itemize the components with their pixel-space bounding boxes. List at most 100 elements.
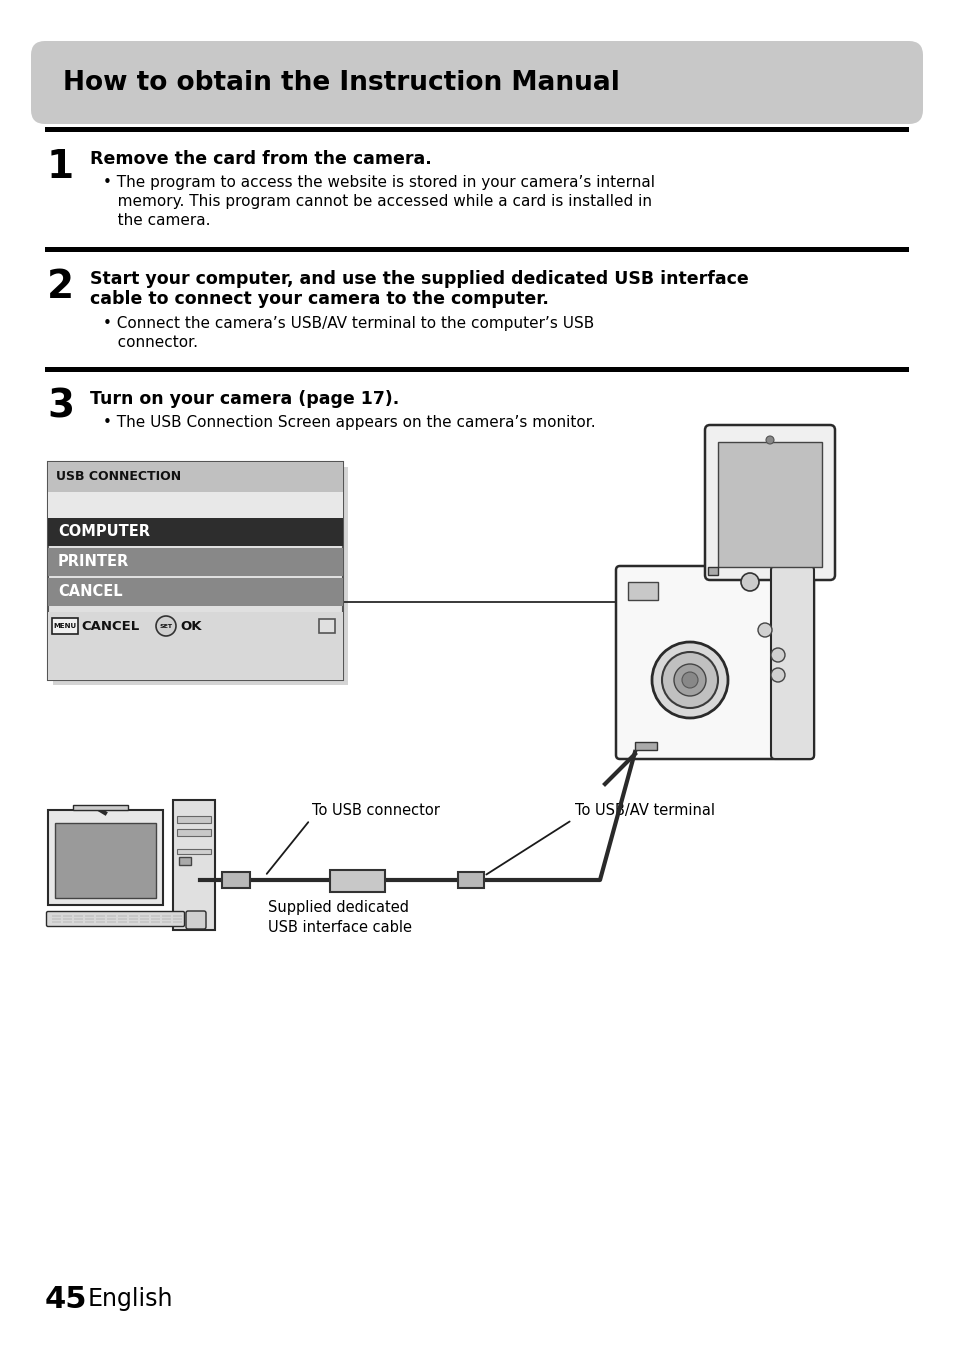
Bar xyxy=(140,915,149,917)
FancyBboxPatch shape xyxy=(704,425,834,580)
Circle shape xyxy=(765,436,773,444)
Bar xyxy=(107,915,116,917)
Bar xyxy=(129,921,138,923)
Bar xyxy=(172,919,182,920)
Text: CANCEL: CANCEL xyxy=(81,620,139,632)
Text: • The program to access the website is stored in your camera’s internal: • The program to access the website is s… xyxy=(103,175,655,190)
Bar xyxy=(140,921,149,923)
Bar xyxy=(151,915,160,917)
Bar xyxy=(118,919,127,920)
Bar xyxy=(172,915,182,917)
Bar xyxy=(635,742,657,751)
Bar xyxy=(177,849,211,854)
Bar xyxy=(48,461,343,681)
Bar xyxy=(48,492,343,518)
Circle shape xyxy=(770,668,784,682)
Bar xyxy=(52,921,61,923)
Text: To USB/AV terminal: To USB/AV terminal xyxy=(575,803,714,818)
Bar xyxy=(172,921,182,923)
Bar xyxy=(627,582,658,600)
Bar xyxy=(55,823,156,898)
Bar xyxy=(222,872,250,888)
Bar xyxy=(74,921,83,923)
Bar xyxy=(330,870,385,892)
Bar xyxy=(63,921,71,923)
Bar xyxy=(129,919,138,920)
FancyBboxPatch shape xyxy=(616,566,813,759)
Text: MENU: MENU xyxy=(53,623,76,629)
Bar xyxy=(151,919,160,920)
Circle shape xyxy=(770,648,784,662)
Text: To USB connector: To USB connector xyxy=(312,803,439,818)
Bar xyxy=(48,547,343,576)
Bar xyxy=(52,919,61,920)
Text: memory. This program cannot be accessed while a card is installed in: memory. This program cannot be accessed … xyxy=(103,194,651,208)
Text: PRINTER: PRINTER xyxy=(58,554,129,569)
Bar xyxy=(52,915,61,917)
Bar xyxy=(45,367,908,373)
Text: 1: 1 xyxy=(47,148,74,186)
FancyBboxPatch shape xyxy=(770,566,813,759)
Bar xyxy=(96,915,105,917)
Text: • Connect the camera’s USB/AV terminal to the computer’s USB: • Connect the camera’s USB/AV terminal t… xyxy=(103,316,594,331)
Circle shape xyxy=(156,616,175,636)
FancyBboxPatch shape xyxy=(186,911,206,929)
Bar xyxy=(457,872,483,888)
Bar xyxy=(74,919,83,920)
Bar xyxy=(45,247,908,252)
Text: COMPUTER: COMPUTER xyxy=(58,525,150,539)
Text: Remove the card from the camera.: Remove the card from the camera. xyxy=(90,151,432,168)
Bar xyxy=(96,919,105,920)
Bar xyxy=(707,568,718,576)
Bar xyxy=(73,806,128,810)
Bar xyxy=(162,915,171,917)
Bar xyxy=(52,617,78,633)
Text: 45: 45 xyxy=(45,1284,88,1314)
Bar xyxy=(318,619,335,633)
Bar xyxy=(107,919,116,920)
Bar xyxy=(45,126,908,132)
Text: Start your computer, and use the supplied dedicated USB interface: Start your computer, and use the supplie… xyxy=(90,270,748,288)
Bar xyxy=(74,915,83,917)
Circle shape xyxy=(681,672,698,689)
Bar xyxy=(48,518,343,546)
Bar xyxy=(162,921,171,923)
Circle shape xyxy=(651,642,727,718)
Bar xyxy=(48,612,343,681)
Text: OK: OK xyxy=(180,620,201,632)
Circle shape xyxy=(673,664,705,695)
Bar xyxy=(48,578,343,607)
Text: connector.: connector. xyxy=(103,335,198,350)
Text: English: English xyxy=(88,1287,173,1311)
Text: the camera.: the camera. xyxy=(103,213,211,229)
Bar xyxy=(177,816,211,823)
Bar xyxy=(53,467,348,685)
Bar xyxy=(63,915,71,917)
Bar xyxy=(172,800,214,929)
Bar xyxy=(162,919,171,920)
Bar xyxy=(48,461,343,492)
Bar xyxy=(151,921,160,923)
Bar xyxy=(85,921,94,923)
Bar xyxy=(129,915,138,917)
Text: • The USB Connection Screen appears on the camera’s monitor.: • The USB Connection Screen appears on t… xyxy=(103,416,595,430)
Bar xyxy=(118,915,127,917)
FancyBboxPatch shape xyxy=(47,912,184,927)
Bar xyxy=(48,810,163,905)
Text: How to obtain the Instruction Manual: How to obtain the Instruction Manual xyxy=(63,70,619,95)
Text: 3: 3 xyxy=(47,387,74,426)
Bar xyxy=(718,443,821,568)
Text: cable to connect your camera to the computer.: cable to connect your camera to the comp… xyxy=(90,291,548,308)
Bar xyxy=(177,829,211,837)
Text: USB CONNECTION: USB CONNECTION xyxy=(56,471,181,483)
Bar xyxy=(85,915,94,917)
Circle shape xyxy=(758,623,771,638)
Text: Turn on your camera (page 17).: Turn on your camera (page 17). xyxy=(90,390,399,408)
Text: CANCEL: CANCEL xyxy=(58,585,123,600)
Bar xyxy=(85,919,94,920)
Text: SET: SET xyxy=(159,624,172,628)
Bar xyxy=(179,857,191,865)
Circle shape xyxy=(740,573,759,590)
Text: Supplied dedicated
USB interface cable: Supplied dedicated USB interface cable xyxy=(268,900,412,935)
Circle shape xyxy=(661,652,718,707)
